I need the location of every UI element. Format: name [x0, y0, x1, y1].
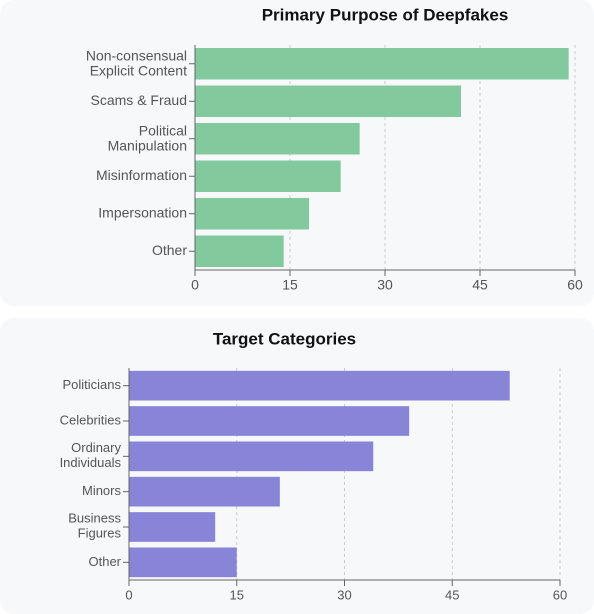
y-tick-label: Minors [82, 483, 122, 498]
bar [129, 547, 237, 578]
y-tick-label: Scams & Fraud [91, 92, 187, 108]
x-tick-label: 15 [230, 587, 244, 602]
y-tick-label: Celebrities [60, 412, 122, 427]
y-tick-label: Ordinary Individuals [60, 440, 122, 470]
bar [129, 441, 374, 472]
y-tick-label: Business Figures [68, 511, 121, 541]
chart-title: Target Categories [213, 329, 356, 348]
y-tick-label: Impersonation [98, 204, 187, 220]
bar [195, 85, 461, 117]
chart-title: Primary Purpose of Deepfakes [262, 5, 509, 24]
y-tick-label: Other [88, 554, 121, 569]
x-tick-label: 15 [282, 277, 298, 293]
bar [195, 198, 309, 230]
bar [195, 123, 360, 155]
x-tick-label: 45 [472, 277, 488, 293]
x-tick-label: 30 [377, 277, 393, 293]
bar [129, 476, 280, 507]
bar [129, 406, 410, 436]
y-tick-label: Other [152, 242, 187, 258]
y-tick-label: Politicians [62, 377, 121, 392]
x-tick-label: 60 [553, 587, 567, 602]
y-tick-label: Misinformation [96, 167, 187, 183]
y-tick-label: Political Manipulation [108, 122, 187, 153]
bar [195, 48, 569, 80]
x-tick-label: 60 [567, 277, 583, 293]
bar [195, 235, 284, 267]
bar [129, 370, 510, 401]
x-tick-label: 30 [337, 587, 351, 602]
x-tick-label: 0 [125, 587, 132, 602]
bar [129, 512, 216, 542]
bar [195, 160, 341, 192]
y-tick-label: Non-consensual Explicit Content [86, 47, 187, 78]
x-tick-label: 45 [445, 587, 459, 602]
x-tick-label: 0 [191, 277, 199, 293]
